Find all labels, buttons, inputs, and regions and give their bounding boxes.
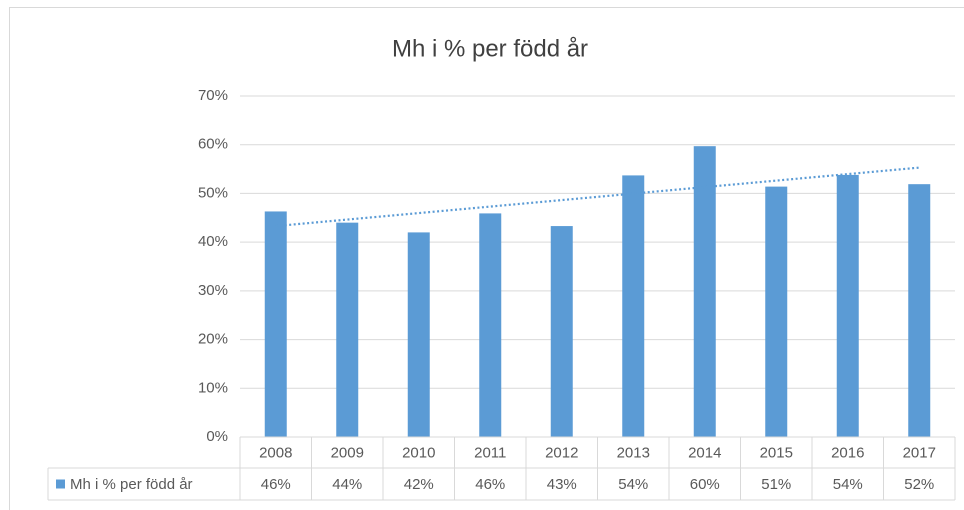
x-tick-label: 2014	[688, 444, 721, 461]
y-tick-label: 60%	[198, 136, 228, 153]
legend-label: Mh i % per född år	[70, 476, 193, 493]
legend-swatch	[56, 479, 65, 489]
data-label: 43%	[547, 476, 577, 493]
data-label: 54%	[618, 476, 648, 493]
bar	[407, 232, 430, 437]
bar	[908, 184, 931, 437]
data-label: 60%	[690, 476, 720, 493]
y-tick-label: 70%	[198, 87, 228, 104]
x-tick-label: 2011	[474, 444, 506, 461]
y-tick-label: 30%	[198, 282, 228, 299]
x-tick-label: 2016	[831, 444, 864, 461]
bar	[693, 146, 716, 437]
data-label: 52%	[904, 476, 934, 493]
y-tick-label: 0%	[206, 428, 228, 445]
data-label: 51%	[761, 476, 791, 493]
trendline	[275, 166, 920, 228]
bar	[622, 175, 645, 437]
bar	[765, 186, 788, 437]
x-tick-label: 2015	[760, 444, 793, 461]
y-tick-label: 40%	[198, 233, 228, 250]
y-tick-label: 10%	[198, 379, 228, 396]
data-label: 46%	[261, 476, 291, 493]
bar	[550, 226, 573, 437]
bar	[336, 222, 359, 437]
data-label: 42%	[404, 476, 434, 493]
bar	[836, 174, 859, 437]
x-tick-label: 2012	[545, 444, 578, 461]
y-tick-label: 20%	[198, 331, 228, 348]
y-tick-label: 50%	[198, 184, 228, 201]
bar	[479, 213, 502, 437]
x-tick-label: 2013	[617, 444, 650, 461]
data-label: 44%	[332, 476, 362, 493]
x-tick-label: 2009	[331, 444, 364, 461]
chart-title: Mh i % per född år	[392, 35, 588, 62]
bar	[264, 211, 287, 437]
data-label: 54%	[833, 476, 863, 493]
data-label: 46%	[475, 476, 505, 493]
x-tick-label: 2010	[402, 444, 435, 461]
x-tick-label: 2008	[259, 444, 292, 461]
x-tick-label: 2017	[903, 444, 936, 461]
chart-frame	[9, 7, 964, 510]
